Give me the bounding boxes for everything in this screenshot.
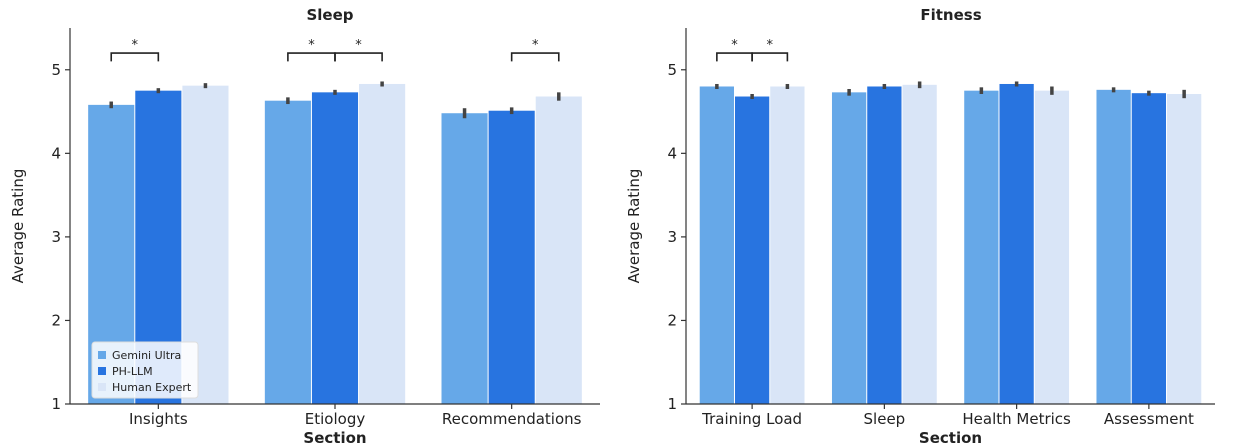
significance-marker: * bbox=[308, 38, 315, 53]
bar bbox=[1096, 89, 1131, 404]
x-tick-label: Etiology bbox=[305, 410, 366, 428]
chart-title: Fitness bbox=[920, 6, 981, 24]
significance-marker: * bbox=[355, 38, 362, 53]
significance-bracket bbox=[110, 52, 160, 62]
bar bbox=[734, 96, 770, 404]
bar bbox=[964, 90, 999, 405]
significance-bracket bbox=[751, 52, 789, 62]
chart-panel-fitness: Fitness 1 2 3 4 5 Training Load Sleep Health Met… bbox=[625, 6, 1215, 447]
bar bbox=[1131, 93, 1167, 404]
y-tick-label: 2 bbox=[667, 311, 677, 329]
y-tick-label: 5 bbox=[51, 61, 61, 79]
legend-swatch bbox=[98, 367, 106, 375]
y-tick-label: 5 bbox=[667, 61, 677, 79]
chart-panel-sleep: Sleep 1 2 3 4 5 Insights Etiology Recommendation… bbox=[9, 6, 600, 447]
bar bbox=[359, 83, 406, 404]
legend: Gemini Ultra PH-LLM Human Expert bbox=[91, 341, 199, 399]
x-tick-label: Assessment bbox=[1104, 410, 1194, 428]
significance-bracket bbox=[510, 52, 560, 62]
legend-swatch bbox=[98, 383, 106, 391]
significance-bracket bbox=[287, 52, 336, 62]
significance-marker: * bbox=[767, 38, 774, 53]
y-axis-label: Average Rating bbox=[625, 169, 643, 284]
x-axis-label: Section bbox=[303, 429, 366, 447]
x-tick-label: Health Metrics bbox=[962, 410, 1071, 428]
y-tick-label: 2 bbox=[51, 311, 61, 329]
x-tick-label: Training Load bbox=[701, 410, 802, 428]
bar bbox=[999, 83, 1034, 404]
bar bbox=[535, 96, 582, 404]
bar bbox=[1167, 94, 1202, 405]
significance-marker: * bbox=[731, 38, 738, 53]
y-tick-label: 1 bbox=[667, 395, 677, 413]
bar bbox=[831, 92, 867, 405]
significance-bracket bbox=[334, 52, 383, 62]
bar bbox=[699, 86, 734, 404]
legend-label: PH-LLM bbox=[112, 365, 153, 378]
y-tick-label: 4 bbox=[667, 144, 677, 162]
x-tick-label: Sleep bbox=[864, 410, 906, 428]
legend-label: Human Expert bbox=[112, 381, 192, 394]
y-tick-label: 1 bbox=[51, 395, 61, 413]
bar bbox=[770, 86, 805, 404]
bar bbox=[311, 92, 359, 405]
bar bbox=[867, 86, 902, 404]
significance-bracket bbox=[716, 52, 753, 62]
x-tick-label: Insights bbox=[129, 410, 188, 428]
y-tick-label: 4 bbox=[51, 144, 61, 162]
bar bbox=[264, 100, 311, 405]
x-tick-label: Recommendations bbox=[442, 410, 582, 428]
legend-label: Gemini Ultra bbox=[112, 349, 181, 362]
bar bbox=[1034, 90, 1070, 405]
y-tick-label: 3 bbox=[667, 228, 677, 246]
bar bbox=[902, 84, 937, 404]
x-axis-label: Section bbox=[919, 429, 982, 447]
chart-title: Sleep bbox=[306, 6, 353, 24]
legend-swatch bbox=[98, 351, 106, 359]
bar bbox=[488, 110, 535, 404]
bar bbox=[441, 113, 488, 404]
y-axis-label: Average Rating bbox=[9, 169, 27, 284]
significance-marker: * bbox=[132, 38, 139, 53]
legend-box bbox=[91, 341, 199, 399]
y-tick-label: 3 bbox=[51, 228, 61, 246]
significance-marker: * bbox=[532, 38, 539, 53]
